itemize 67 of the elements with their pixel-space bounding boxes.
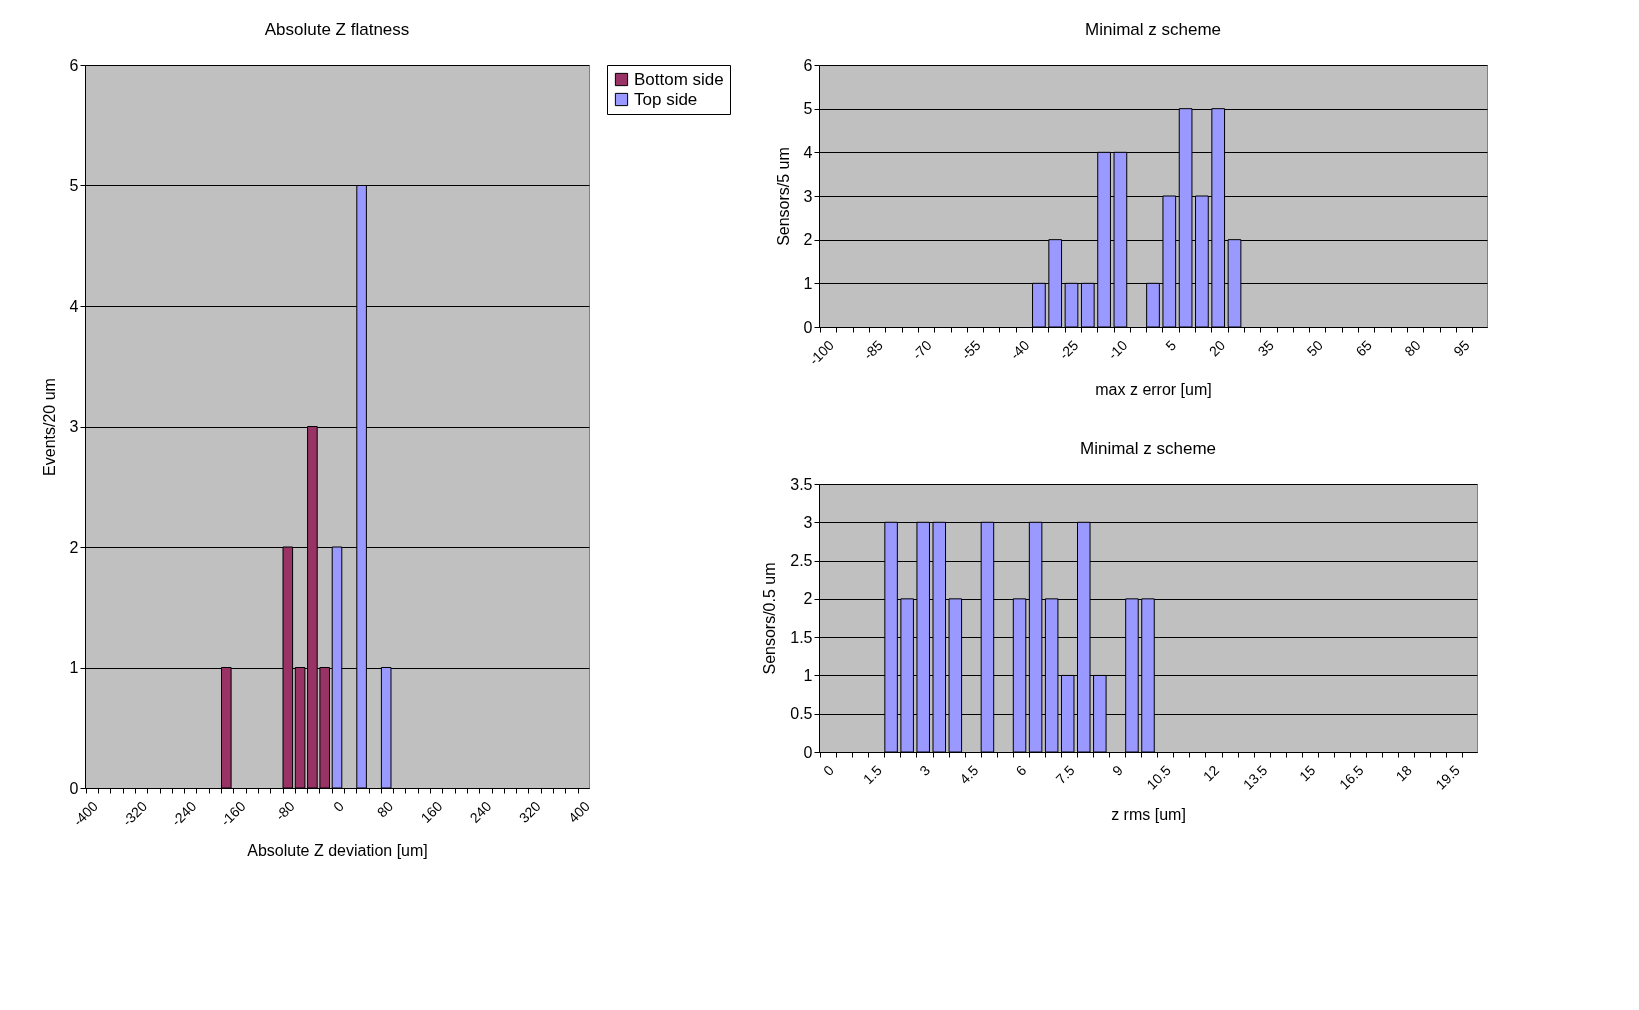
chart-title: Minimal z scheme bbox=[1079, 439, 1217, 458]
x-tick-label: 15 bbox=[1296, 761, 1319, 785]
x-tick-label: 7.5 bbox=[1052, 761, 1078, 788]
y-tick-label: 5 bbox=[803, 100, 813, 118]
x-axis-title: z rms [um] bbox=[1111, 805, 1186, 823]
x-tick-label: 160 bbox=[417, 797, 446, 826]
x-axis-title: Absolute Z deviation [um] bbox=[247, 842, 428, 860]
y-tick-label: 3.5 bbox=[790, 475, 813, 493]
x-tick-label: 65 bbox=[1352, 336, 1375, 360]
y-tick-label: 1.5 bbox=[790, 628, 813, 646]
x-tick-label: -55 bbox=[957, 336, 984, 363]
y-tick-label: 0 bbox=[803, 743, 813, 761]
x-tick-label: 400 bbox=[565, 797, 594, 826]
x-tick-label: 35 bbox=[1254, 336, 1278, 360]
x-tick-label: -80 bbox=[272, 797, 298, 824]
y-tick-label: 1 bbox=[69, 659, 79, 676]
y-tick-label: 3 bbox=[69, 418, 79, 435]
x-axis-title: max z error [um] bbox=[1095, 381, 1212, 399]
x-tick-label: 80 bbox=[1401, 336, 1424, 360]
x-tick-label: -25 bbox=[1055, 336, 1082, 363]
x-tick-label: -320 bbox=[118, 797, 151, 830]
x-tick-label: 6 bbox=[1012, 761, 1030, 779]
y-axis-title: Sensors/5 um bbox=[774, 147, 792, 246]
x-tick-label: -70 bbox=[909, 336, 935, 363]
legend-label: Bottom side bbox=[634, 69, 724, 89]
x-tick-label: 320 bbox=[515, 797, 544, 826]
y-tick-label: 0 bbox=[803, 318, 813, 336]
x-tick-label: 95 bbox=[1450, 336, 1473, 360]
x-tick-label: 4.5 bbox=[956, 761, 982, 788]
x-tick-label: 1.5 bbox=[859, 761, 886, 788]
y-tick-label: 3 bbox=[803, 513, 813, 531]
y-tick-label: 1 bbox=[803, 666, 813, 684]
y-tick-label: 2.5 bbox=[790, 552, 813, 570]
x-tick-label: 20 bbox=[1205, 336, 1229, 360]
y-tick-label: 4 bbox=[803, 143, 813, 161]
legend-label: Top side bbox=[634, 89, 698, 109]
x-tick-label: 50 bbox=[1303, 336, 1327, 360]
y-tick-label: 6 bbox=[69, 56, 79, 74]
y-tick-label: 3 bbox=[803, 187, 813, 205]
x-tick-label: 5 bbox=[1162, 336, 1180, 354]
x-tick-label: -10 bbox=[1104, 336, 1131, 363]
y-tick-label: 4 bbox=[69, 297, 79, 315]
x-tick-label: 0 bbox=[330, 797, 348, 815]
chart-title: Minimal z scheme bbox=[1084, 20, 1222, 39]
x-tick-label: 3 bbox=[916, 761, 934, 779]
y-tick-label: 1 bbox=[803, 274, 813, 292]
y-tick-label: 6 bbox=[803, 56, 813, 74]
x-tick-label: -160 bbox=[217, 797, 249, 830]
x-tick-label: 0 bbox=[819, 761, 837, 779]
y-tick-label: 2 bbox=[69, 538, 79, 556]
y-tick-label: 0.5 bbox=[790, 705, 813, 723]
y-tick-label: 2 bbox=[803, 590, 813, 608]
x-tick-label: 240 bbox=[466, 797, 495, 826]
x-tick-label: -85 bbox=[860, 336, 886, 363]
y-tick-label: 5 bbox=[69, 177, 79, 194]
x-tick-label: 9 bbox=[1108, 761, 1126, 779]
y-tick-label: 2 bbox=[803, 231, 813, 249]
x-tick-label: -400 bbox=[69, 797, 102, 830]
x-tick-label: 12 bbox=[1199, 761, 1223, 785]
y-axis-title: Events/20 um bbox=[40, 378, 58, 476]
x-tick-label: -240 bbox=[168, 797, 200, 830]
x-tick-label: 18 bbox=[1392, 761, 1415, 785]
x-tick-label: -40 bbox=[1006, 336, 1033, 363]
x-tick-label: 80 bbox=[373, 797, 397, 821]
chart-title: Absolute Z flatness bbox=[264, 20, 410, 39]
x-tick-label: -100 bbox=[805, 336, 838, 369]
y-axis-title: Sensors/0.5 um bbox=[761, 562, 779, 675]
